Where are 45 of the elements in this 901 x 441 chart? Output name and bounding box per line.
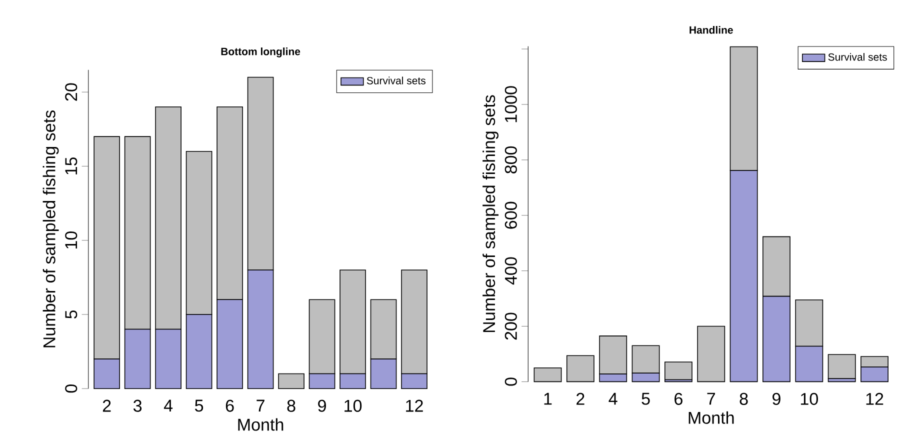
x-tick-label: 7 [256, 400, 264, 412]
x-tick-label: 5 [194, 400, 204, 412]
x-tick-label: 6 [674, 393, 682, 406]
bar [697, 326, 726, 382]
legend-label: Survival sets [366, 76, 426, 84]
y-tick-label: 20 [65, 83, 78, 101]
x-tick-label: 1 [544, 393, 552, 405]
y-tick-label: 200 [504, 312, 517, 340]
legend-label: Survival sets [828, 53, 887, 61]
bar [664, 362, 692, 380]
x-tick-label: 4 [164, 400, 173, 412]
chart-title: Bottom longline [221, 48, 300, 58]
y-tick-label: 0 [65, 384, 78, 393]
y-tick-label: 600 [504, 202, 517, 229]
y-axis-title: Number of sampled fishing sets [482, 95, 498, 332]
x-tick-label: 6 [226, 400, 234, 412]
x-tick-label: 3 [133, 400, 142, 412]
y-tick-label: 15 [65, 158, 78, 175]
x-tick-label: 5 [642, 393, 650, 405]
bar [566, 355, 594, 382]
x-tick-label: 8 [287, 400, 296, 412]
x-tick-label: 4 [608, 393, 618, 405]
y-tick-label: 10 [65, 232, 78, 249]
y-tick-label: 1000 [504, 86, 517, 122]
x-tick-label: 9 [318, 400, 326, 412]
x-tick-label: 8 [740, 393, 748, 406]
y-tick-label: 400 [504, 257, 517, 285]
y-axis-title: Number of sampled fishing sets [42, 110, 59, 348]
bar [828, 354, 856, 380]
bar [534, 368, 562, 382]
x-tick-label: 2 [576, 393, 584, 405]
x-tick-label: 2 [102, 400, 111, 412]
bar [278, 374, 304, 390]
x-axis-title: Month [688, 411, 734, 424]
x-tick-label: 12 [866, 393, 884, 405]
x-tick-label: 7 [707, 393, 715, 405]
y-tick-label: 5 [65, 310, 78, 319]
chart-title: Handline [690, 26, 733, 34]
y-tick-label: 0 [504, 378, 517, 386]
x-tick-label: 9 [772, 393, 780, 406]
x-tick-label: 12 [406, 400, 423, 412]
y-tick-label: 800 [504, 146, 517, 174]
x-axis-title: Month [238, 418, 284, 431]
x-tick-label: 10 [800, 393, 818, 406]
x-tick-label: 10 [344, 400, 362, 412]
